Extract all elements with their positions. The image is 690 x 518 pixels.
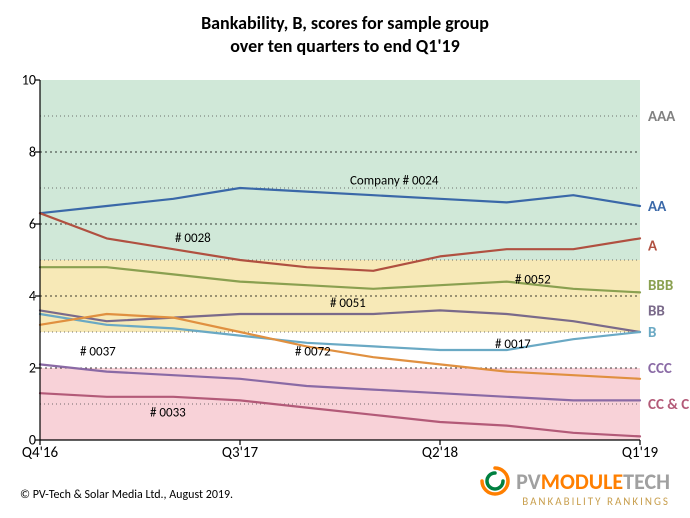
chart-title: Bankability, B, scores for sample group …: [0, 12, 690, 57]
band-label-b: B: [648, 324, 656, 342]
series-label-0017: # 0017: [495, 337, 531, 352]
title-line-1: Bankability, B, scores for sample group: [201, 12, 489, 34]
x-tick-3: Q1'19: [622, 444, 658, 462]
x-tick-1: Q3'17: [222, 444, 258, 462]
y-tick-10: 10: [22, 72, 36, 89]
series-label-0051: # 0051: [330, 296, 366, 311]
band-label-a: A: [648, 238, 658, 256]
x-tick-2: Q2'18: [422, 444, 458, 462]
title-line-2: over ten quarters to end Q1'19: [230, 35, 460, 57]
plot-area: Company # 0024 # 0028 # 0052 # 0051 # 0017 # …: [40, 80, 640, 440]
y-tick-4: 4: [29, 288, 36, 305]
y-tick-2: 2: [29, 360, 36, 377]
band-label-ccc: CCC: [648, 360, 672, 378]
band-label-bbb: BBB: [648, 277, 673, 295]
pvmoduletech-logo: PVMODULETECH BANKABILITY RANKINGS: [480, 466, 670, 508]
series-label-0072: # 0072: [295, 344, 331, 359]
series-label-0028: # 0028: [175, 231, 211, 246]
logo-subtitle: BANKABILITY RANKINGS: [480, 496, 670, 508]
copyright-text: © PV-Tech & Solar Media Ltd., August 201…: [20, 488, 233, 502]
x-tick-0: Q4'16: [22, 444, 58, 462]
y-tick-6: 6: [29, 216, 36, 233]
band-label-aa: AA: [648, 198, 667, 216]
logo-row: PVMODULETECH: [480, 466, 670, 496]
series-label-0033: # 0033: [150, 406, 186, 421]
swirl-icon: [480, 466, 510, 496]
band-label-bb: BB: [648, 302, 665, 320]
series-label-0024: Company # 0024: [350, 173, 439, 188]
y-axis: 0246810: [20, 80, 40, 440]
band-label-aaa: AAA: [648, 108, 676, 126]
y-tick-8: 8: [29, 144, 36, 161]
band-label-cc-c: CC & C: [648, 396, 689, 414]
plot-svg: Company # 0024 # 0028 # 0052 # 0051 # 0017 # …: [40, 80, 640, 440]
series-label-0052: # 0052: [515, 272, 551, 287]
series-label-0037: # 0037: [80, 344, 116, 359]
chart-container: Bankability, B, scores for sample group …: [0, 0, 690, 518]
logo-main-text: PVMODULETECH: [516, 470, 670, 493]
